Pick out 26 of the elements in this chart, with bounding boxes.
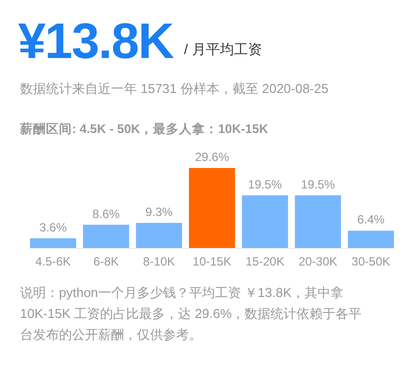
x-tick-label: 15-20K (246, 254, 284, 268)
data-label: 8.6% (92, 206, 120, 221)
text: 薪酬区间: 4.5K - 50K，最多人拿：10K-15K (20, 121, 268, 138)
chart-title: ¥13.8K (18, 12, 174, 70)
data-label: 19.5% (300, 177, 336, 192)
bar (136, 222, 182, 248)
x-tick-label: 10-15K (192, 254, 232, 268)
data-label: 9.3% (145, 204, 174, 219)
x-tick-label: 20-30K (298, 254, 338, 268)
text: 说明：python一个月多少钱？平均工资 ￥13.8K，其中拿 10K-15K 工资的占比最多，达 29.6%，数据统计依赖于各平台发布的公开薪酬，仅供参考。 (20, 284, 363, 344)
data-label: 19.5% (248, 177, 282, 192)
x-tick-label: 4.5-6K (35, 254, 71, 268)
bar (188, 168, 236, 248)
bar (294, 195, 341, 248)
data-label: 29.6% (194, 150, 230, 164)
chart-subtitle: / 月平均工资 (184, 41, 262, 59)
bar (348, 230, 394, 248)
data-label: 3.6% (39, 220, 68, 234)
x-tick-label: 8-10K (143, 254, 176, 268)
bar (242, 195, 288, 248)
data-label: 6.4% (357, 212, 385, 227)
text: 数据统计来自近一年 15731 份样本，截至 2020-08-25 (20, 80, 328, 98)
bar (83, 224, 130, 248)
x-tick-label: 30-50K (352, 254, 390, 268)
bar (30, 238, 76, 248)
x-tick-label: 6-8K (93, 254, 119, 268)
